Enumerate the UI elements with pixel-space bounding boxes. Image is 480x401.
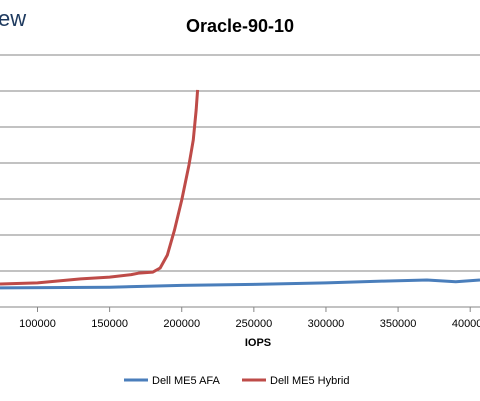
x-tick-label: 250000 [235,318,272,330]
logo: ew [0,6,26,31]
chart-title: Oracle-90-10 [186,16,294,36]
legend-label: Dell ME5 Hybrid [270,375,349,387]
x-tick-label: 300000 [308,318,345,330]
x-tick-label: 100000 [19,318,56,330]
x-axis-title: IOPS [245,337,271,349]
x-tick-label: 200000 [163,318,200,330]
series-line [0,278,480,290]
x-tick-label: 150000 [91,318,128,330]
legend-label: Dell ME5 AFA [152,375,221,387]
series-line [0,89,200,286]
x-tick-label: 400000 [452,318,480,330]
x-tick-label: 350000 [380,318,417,330]
